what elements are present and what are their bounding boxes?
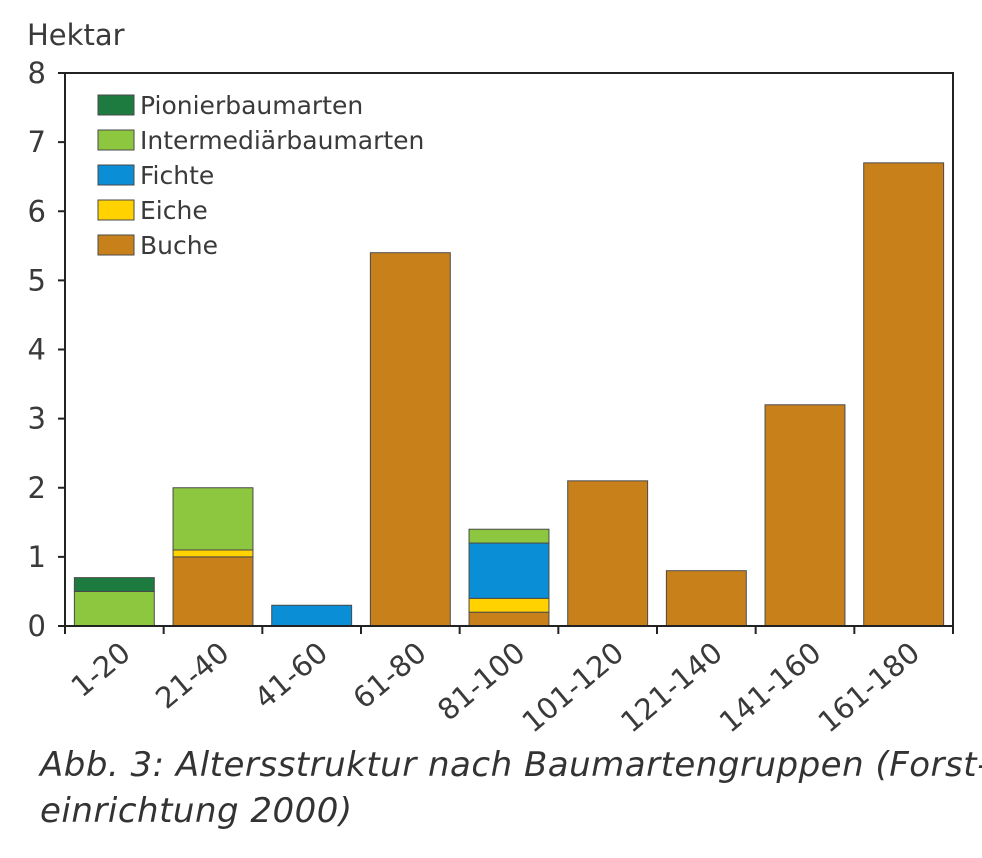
bar-1-20-pionierbaumarten [73,577,155,592]
y-tick-label: 7 [28,125,46,159]
bar-41-60-fichte [271,604,353,627]
legend-label-pionierbaumarten: Pionierbaumarten [140,91,363,120]
x-tick-label-1-20: 1-20 [65,635,137,703]
y-tick-label: 3 [28,402,46,436]
x-tick-label-41-60: 41-60 [248,635,334,715]
bar-81-100-fichte [468,542,550,599]
x-tick-label-21-40: 21-40 [149,635,235,715]
legend-swatch-buche [97,234,135,256]
legend-swatch-eiche [97,199,135,221]
bar-21-40-buche [172,556,254,627]
bar-21-40-eiche [172,549,254,558]
bar-101-120-buche [567,480,649,627]
x-tick-label-161-180: 161-180 [811,635,926,739]
x-tick-label-101-120: 101-120 [515,635,630,739]
y-tick-label: 6 [28,194,46,228]
bar-81-100-eiche [468,597,550,613]
legend-swatch-fichte [97,164,135,186]
y-axis-label: Hektar [27,18,125,52]
legend-label-buche: Buche [140,231,218,260]
x-tick-label-61-80: 61-80 [346,635,432,715]
bar-21-40-intermediärbaumarten [172,487,254,551]
caption-line-2: einrichtung 2000) [40,791,353,831]
bar-81-100-intermediärbaumarten [468,528,550,544]
legend-label-intermediärbaumarten: Intermediärbaumarten [140,126,424,155]
caption-line-1: Abb. 3: Altersstruktur nach Baumartengru… [40,745,982,785]
y-tick-label: 5 [28,263,46,297]
x-axis: 1-20 21-40 41-60 61-8081-100101-120121-1401… [64,626,954,739]
legend: Pionierbaumarten Intermediärbaumarten Fich… [97,91,424,260]
y-tick-label: 1 [28,540,46,574]
y-tick-label: 8 [28,56,46,90]
bar-1-20-intermediärbaumarten [73,590,155,627]
y-tick-label: 2 [28,471,46,505]
bar-chart: Hektar 0 1 2 3 4 5 6 7 8 1-20 21-40 41-60 61-8081-1… [27,18,954,739]
x-tick-label-141-160: 141-160 [713,635,828,739]
y-tick-label: 4 [28,333,46,367]
figure-caption: Abb. 3: Altersstruktur nach Baumartengru… [40,742,982,834]
bar-121-140-buche [665,570,747,627]
bar-161-180-buche [863,162,945,627]
bar-141-160-buche [764,404,846,627]
bars-group [73,162,945,627]
legend-swatch-pionierbaumarten [97,94,135,116]
y-tick-label: 0 [28,609,46,643]
x-tick-label-121-140: 121-140 [614,635,729,739]
y-axis: 0 1 2 3 4 5 6 7 8 [28,56,65,643]
bar-61-80-buche [369,252,451,627]
legend-label-eiche: Eiche [140,196,208,225]
bar-81-100-buche [468,611,550,627]
legend-swatch-intermediärbaumarten [97,129,135,151]
legend-label-fichte: Fichte [140,161,214,190]
